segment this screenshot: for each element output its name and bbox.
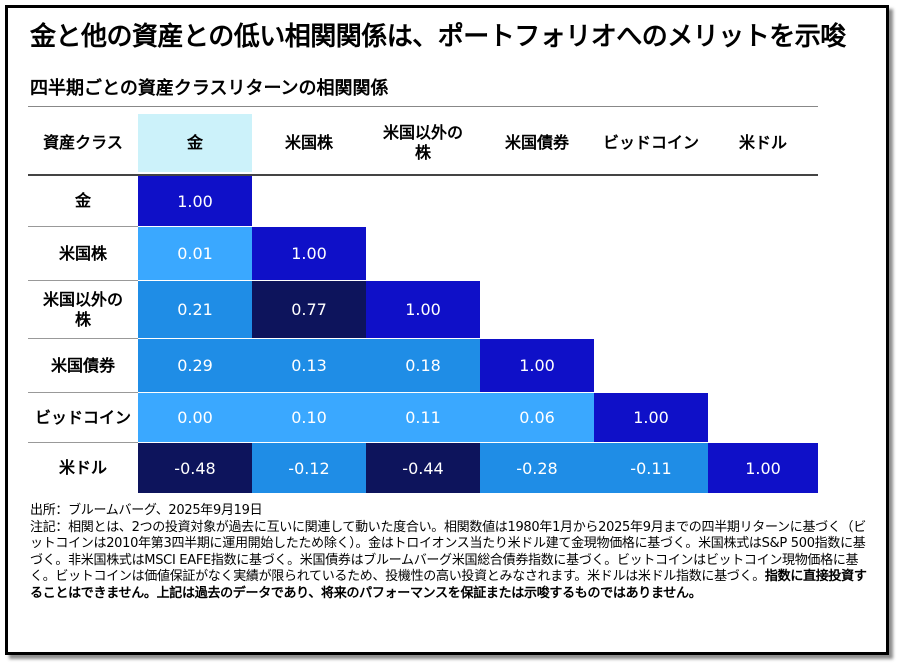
methodology-text: 注記：相関とは、2つの投資対象が過去に互いに関連して動いた度合い。相関数値は19…	[30, 519, 866, 585]
row-separator	[28, 392, 138, 393]
row-label-gold: 金	[74, 191, 91, 210]
disclaimer-text: 指数に直接投資することはできません。上記は過去のデータであり、将来のパフォーマン…	[30, 569, 867, 601]
cell-gold-gold: 1.00	[138, 176, 252, 226]
cell-usstocks-gold: 0.01	[138, 227, 252, 280]
cell-usd-bitcoin: -0.11	[594, 443, 708, 493]
cell-bonds-usstocks: 0.13	[252, 339, 366, 392]
cell-usd-usd: 1.00	[708, 443, 818, 493]
slide-title: 金と他の資産との低い相関関係は、ポートフォリオへのメリットを示唆	[30, 22, 846, 52]
cell-bonds-gold: 0.29	[138, 339, 252, 392]
subtitle-divider	[28, 106, 818, 107]
source-note: 出所：ブルームバーグ、2025年9月19日	[30, 503, 263, 518]
cell-usd-usstocks: -0.12	[252, 443, 366, 493]
cell-usstocks-usstocks: 1.00	[252, 227, 366, 280]
cell-bitcoin-gold: 0.00	[138, 393, 252, 442]
cell-bitcoin-usstocks: 0.10	[252, 393, 366, 442]
cell-nonus-nonus: 1.00	[366, 281, 480, 338]
row-label-us-bonds: 米国債券	[50, 355, 115, 375]
cell-bitcoin-bonds: 0.06	[480, 393, 594, 442]
row-label-non-us-stocks-text: 米国以外の株	[43, 289, 124, 329]
cell-usd-gold: -0.48	[138, 443, 252, 493]
footnotes: 出所：ブルームバーグ、2025年9月19日 注記：相関とは、2つの投資対象が過去…	[30, 503, 870, 602]
cell-nonus-usstocks: 0.77	[252, 281, 366, 338]
col-header-non-us-stocks-text: 米国以外の株	[382, 123, 463, 162]
corner-header: 資産クラス	[43, 133, 123, 152]
cell-usd-nonus: -0.44	[366, 443, 480, 493]
cell-bitcoin-bitcoin: 1.00	[594, 393, 708, 442]
cell-usd-bonds: -0.28	[480, 443, 594, 493]
header-divider	[28, 174, 818, 176]
cell-bonds-nonus: 0.18	[366, 339, 480, 392]
methodology-note: 注記：相関とは、2つの投資対象が過去に互いに関連して動いた度合い。相関数値は19…	[30, 520, 870, 603]
row-separator	[28, 226, 138, 227]
col-header-us-stocks: 米国株	[284, 133, 333, 152]
col-header-gold: 金	[138, 114, 252, 172]
table-subtitle: 四半期ごとの資産クラスリターンの相関関係	[30, 78, 389, 99]
col-header-us-bonds: 米国債券	[504, 133, 569, 152]
cell-bonds-bonds: 1.00	[480, 339, 594, 392]
row-label-us-stocks: 米国株	[58, 243, 107, 263]
row-label-usd: 米ドル	[58, 458, 107, 477]
col-header-usd: 米ドル	[738, 133, 787, 152]
row-label-bitcoin: ビッドコイン	[34, 407, 131, 427]
row-separator	[28, 338, 138, 339]
cell-nonus-gold: 0.21	[138, 281, 252, 338]
col-header-non-us-stocks: 米国以外の株	[366, 114, 480, 172]
row-separator	[28, 280, 138, 281]
cell-bitcoin-nonus: 0.11	[366, 393, 480, 442]
row-separator	[28, 442, 138, 443]
row-label-non-us-stocks: 米国以外の株	[28, 281, 138, 338]
col-header-bitcoin: ビッドコイン	[602, 133, 699, 152]
